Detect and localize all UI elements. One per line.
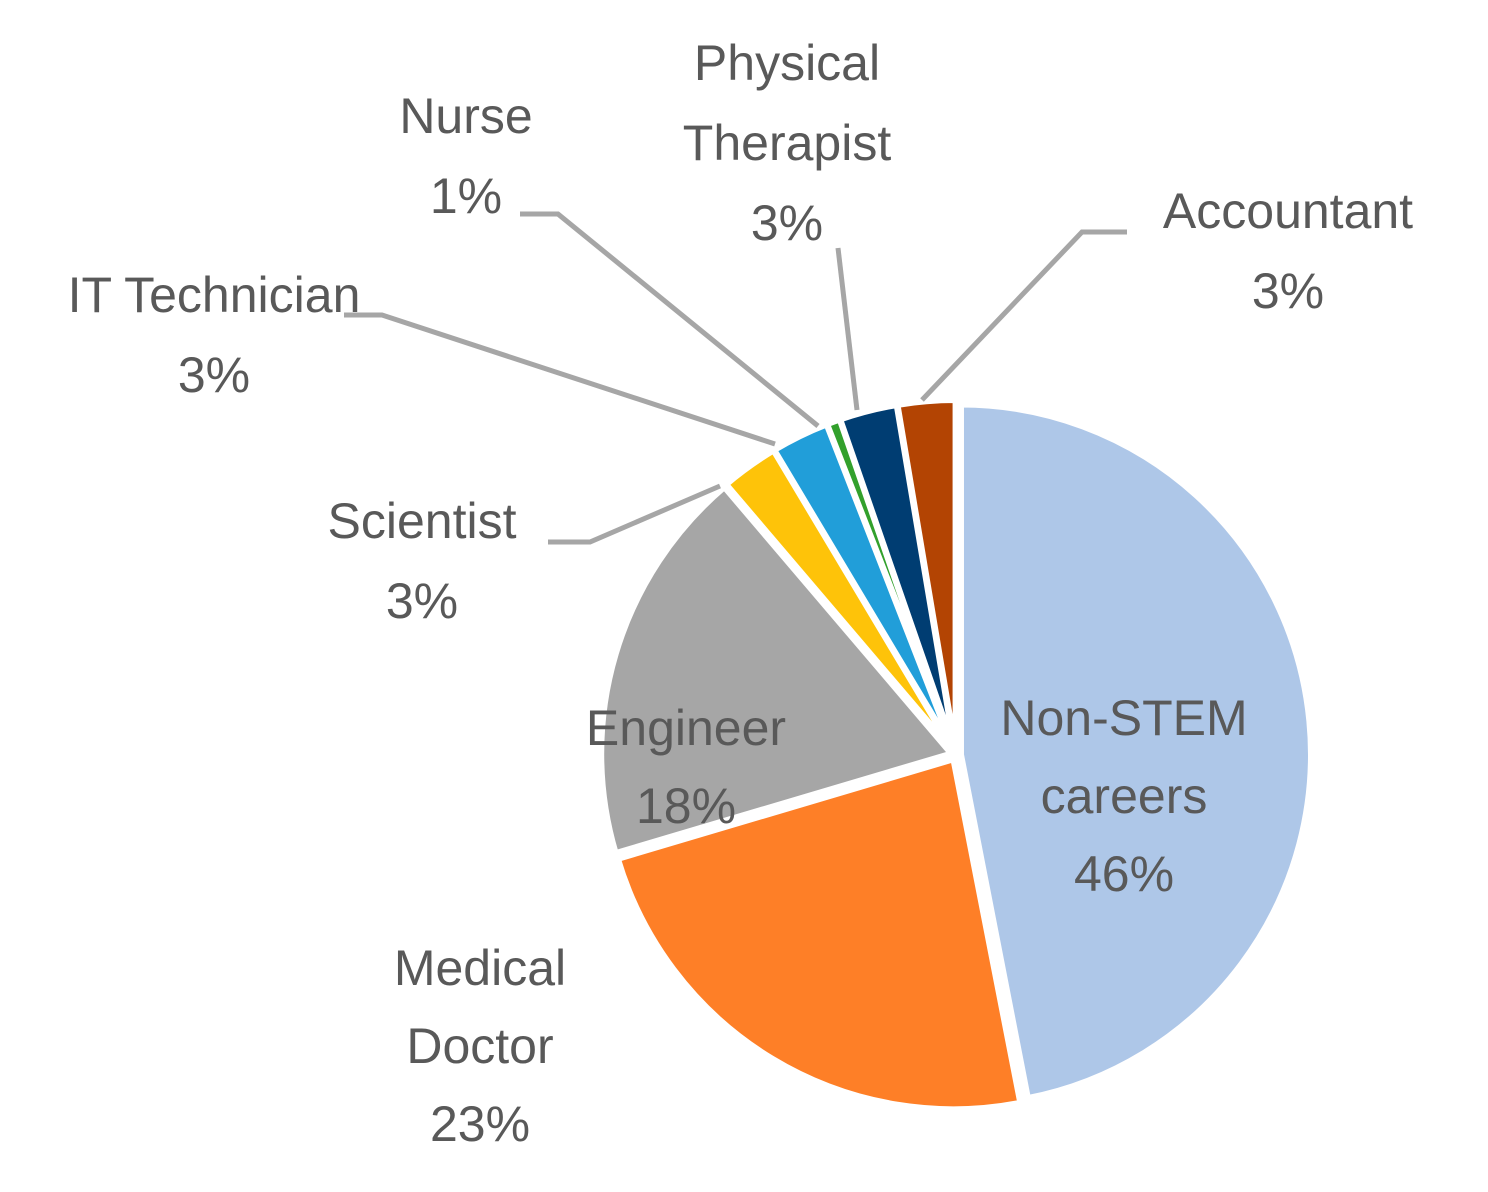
leader-line-scientist (548, 483, 721, 545)
pie-slice-accountant (894, 397, 959, 754)
pie-slice-non-stem-careers (957, 401, 1314, 1102)
data-label-scientist: Scientist 3% (328, 493, 517, 629)
data-label-accountant: Accountant 3% (1163, 183, 1413, 319)
leader-lines (344, 211, 1127, 545)
data-label-medical-doctor: Medical Doctor 23% (394, 940, 566, 1152)
data-label-engineer: Engineer 18% (586, 700, 786, 834)
slice-labels: Non-STEM careers 46% Medical Doctor 23%Engine… (68, 35, 1414, 1152)
pie-slice-engineer (598, 484, 955, 857)
leader-line-it-technician (344, 312, 776, 447)
leader-line-accountant (920, 229, 1127, 402)
pie-slices (598, 397, 1314, 1113)
leader-line-nurse (520, 211, 820, 428)
data-label-it-technician: IT Technician 3% (68, 267, 361, 403)
data-label-nurse: Nurse 1% (399, 88, 532, 224)
leader-line-physical-therapist (835, 247, 860, 411)
pie-slice-medical-doctor (614, 756, 1024, 1113)
data-label-physical-therapist: Physical Therapist 3% (683, 35, 892, 251)
data-label-non-stem-careers: Non-STEM careers 46% (1000, 690, 1247, 902)
